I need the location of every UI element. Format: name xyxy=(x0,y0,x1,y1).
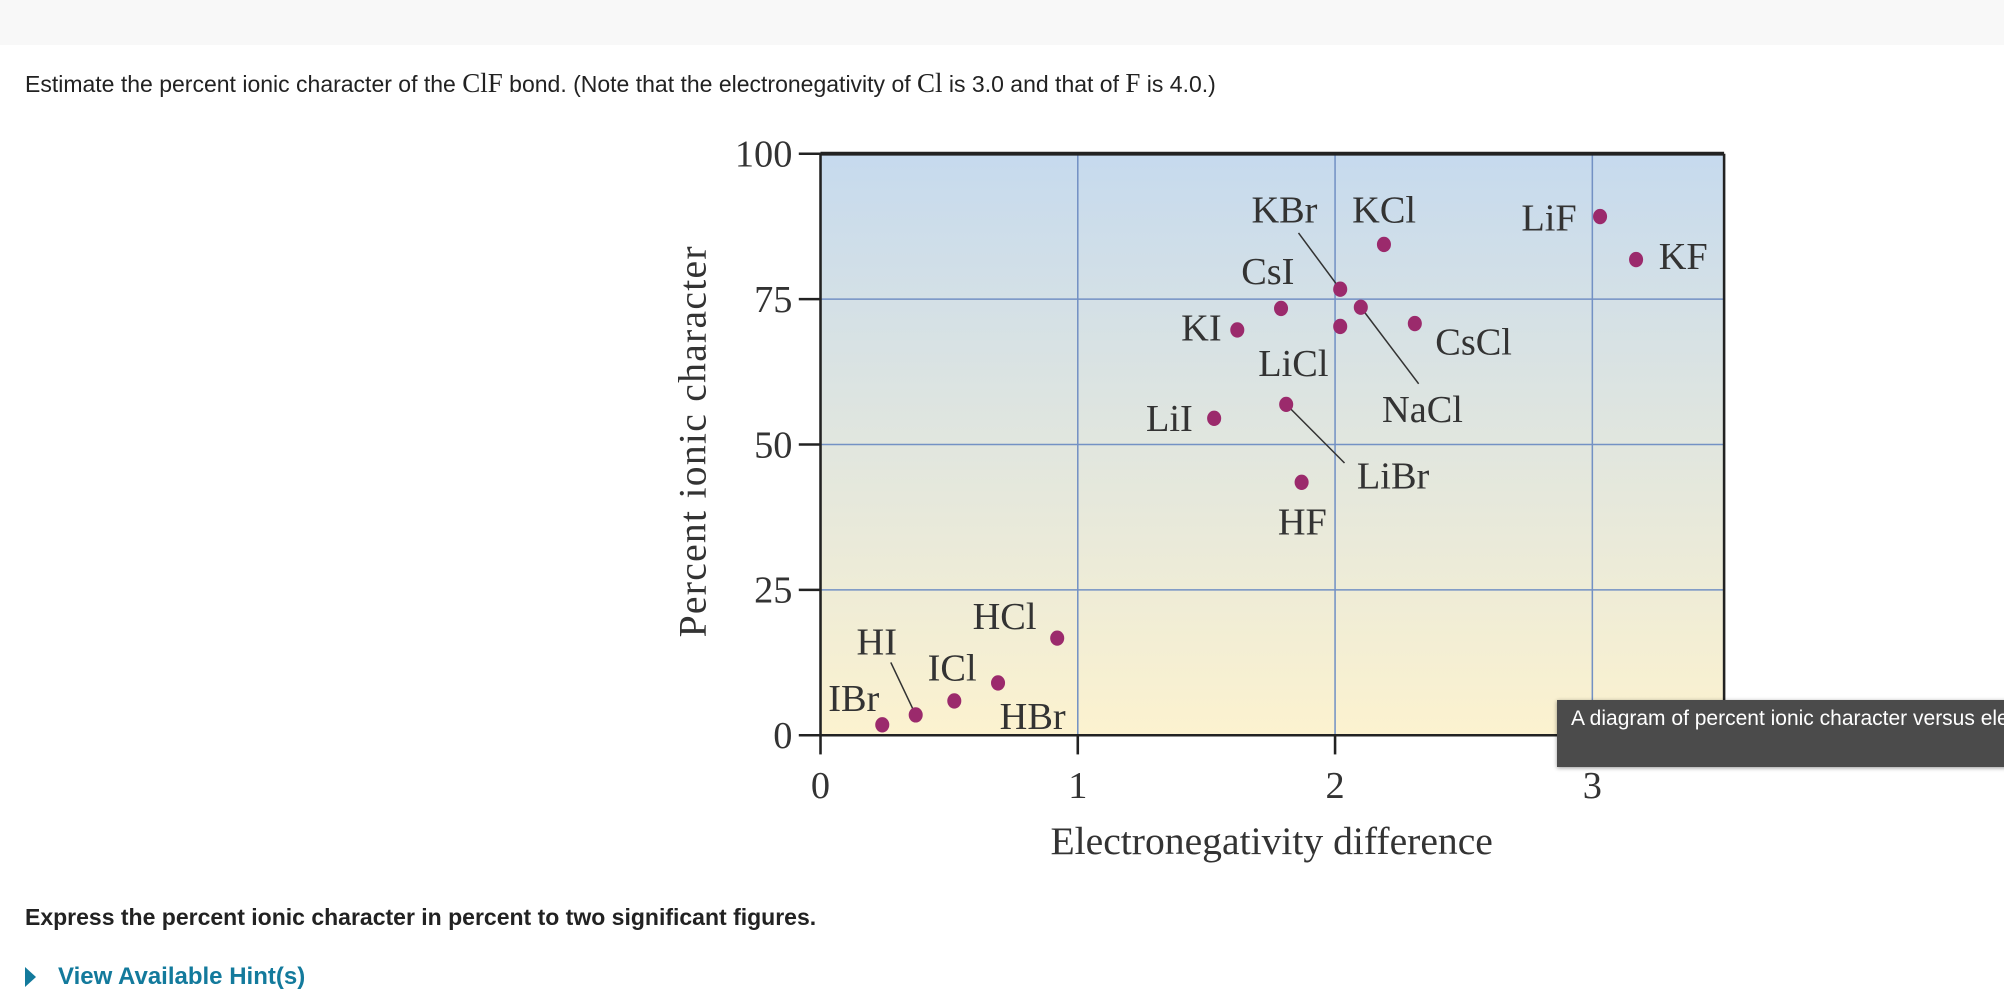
point-label-licl: LiCl xyxy=(1258,343,1328,385)
question-mid2: is 3.0 and that of xyxy=(942,71,1126,97)
x-axis-label: Electronegativity difference xyxy=(1050,819,1492,863)
point-label-hf: HF xyxy=(1278,502,1327,544)
point-label-nacl: NaCl xyxy=(1382,389,1463,431)
instruction-text: Express the percent ionic character in p… xyxy=(25,904,817,930)
caret-right-icon xyxy=(25,967,36,987)
y-tick-label: 50 xyxy=(754,424,792,466)
question-mid1: bond. (Note that the electronegativity o… xyxy=(502,71,918,97)
question-pre: Estimate the percent ionic character of … xyxy=(25,71,463,97)
data-point-hi xyxy=(908,707,923,723)
point-label-csi: CsI xyxy=(1241,251,1294,293)
view-hints-link[interactable]: View Available Hint(s) xyxy=(25,963,305,991)
data-point-ki xyxy=(1230,322,1245,338)
point-label-libr: LiBr xyxy=(1357,456,1430,498)
data-point-nacl xyxy=(1353,299,1368,315)
element-cl: Cl xyxy=(917,68,943,98)
point-label-ki: KI xyxy=(1181,307,1221,349)
data-point-lif xyxy=(1593,208,1608,225)
y-tick-label: 100 xyxy=(735,134,792,176)
y-axis-label: Percent ionic character xyxy=(670,245,714,637)
question-post: is 4.0.) xyxy=(1140,71,1216,97)
leader-line-hi xyxy=(890,662,917,716)
point-label-hi: HI xyxy=(857,622,897,664)
point-label-hbr: HBr xyxy=(1000,696,1066,738)
point-label-kcl: KCl xyxy=(1352,190,1416,232)
leader-line-nacl xyxy=(1360,306,1420,385)
point-label-ibr: IBr xyxy=(828,678,879,720)
data-point-kbr xyxy=(1333,281,1348,297)
element-f: F xyxy=(1125,68,1141,98)
data-point-lii xyxy=(1207,410,1222,426)
y-tick-label: 0 xyxy=(773,715,792,757)
y-tick-label: 75 xyxy=(754,279,792,321)
x-tick-label: 1 xyxy=(1068,765,1087,807)
bond-formula: ClF xyxy=(462,68,503,98)
point-label-hcl: HCl xyxy=(973,596,1037,638)
x-tick-label: 3 xyxy=(1583,765,1602,807)
point-label-cscl: CsCl xyxy=(1435,321,1512,363)
data-point-csi xyxy=(1274,300,1289,317)
data-point-hcl xyxy=(1050,630,1065,646)
data-point-cscl xyxy=(1407,315,1422,332)
data-point-licl xyxy=(1333,318,1348,335)
data-point-ibr xyxy=(875,717,890,733)
point-label-lii: LiI xyxy=(1146,398,1193,440)
x-tick-label: 2 xyxy=(1325,765,1344,807)
data-point-libr xyxy=(1279,396,1294,413)
leader-line-libr xyxy=(1285,403,1346,464)
leader-line-kbr xyxy=(1297,232,1341,290)
data-point-icl xyxy=(947,693,962,709)
data-point-hbr xyxy=(991,675,1006,691)
image-tooltip: A diagram of percent ionic character ver… xyxy=(1557,700,2004,767)
question-text: Estimate the percent ionic character of … xyxy=(25,68,1216,99)
point-label-kbr: KBr xyxy=(1251,190,1317,232)
data-point-hf xyxy=(1294,474,1309,490)
point-label-lif: LiF xyxy=(1521,197,1576,239)
point-label-kf: KF xyxy=(1659,236,1708,278)
y-tick-label: 25 xyxy=(754,570,792,612)
x-tick-label: 0 xyxy=(811,765,830,807)
data-point-kcl xyxy=(1376,236,1391,253)
data-point-kf xyxy=(1629,251,1644,268)
point-label-icl: ICl xyxy=(928,647,977,689)
top-bar xyxy=(0,0,2004,45)
view-hints-label: View Available Hint(s) xyxy=(58,963,306,990)
